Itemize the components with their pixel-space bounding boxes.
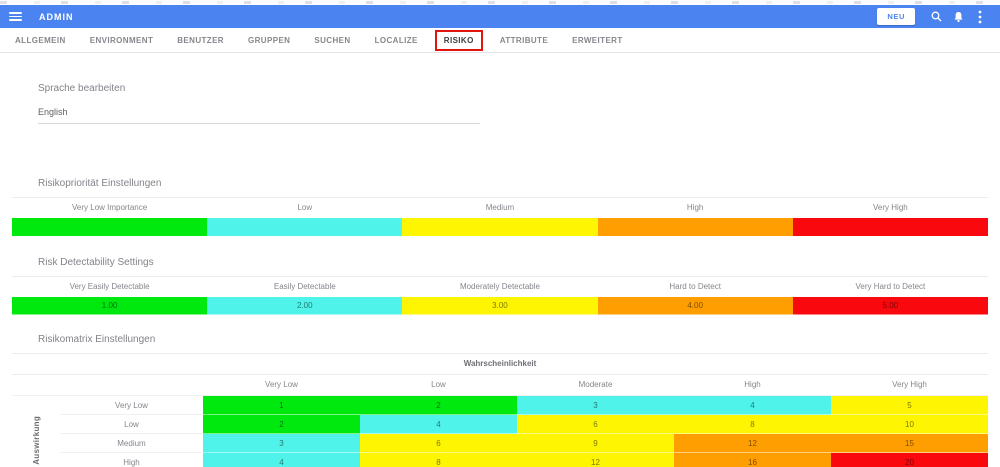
impact-axis-label: Auswirkung <box>31 416 41 466</box>
matrix-col-header: Low <box>360 374 517 396</box>
matrix-row-label: Medium <box>60 433 203 453</box>
matrix-cell[interactable]: 6 <box>360 433 517 453</box>
risk-priority-table: Very Low Importance Low Medium High Very… <box>12 197 988 237</box>
matrix-cell[interactable]: 8 <box>674 414 831 434</box>
priority-col-header: Very Low Importance <box>72 203 148 212</box>
neu-button[interactable]: NEU <box>877 8 915 25</box>
risk-detectability-heading: Risk Detectability Settings <box>38 256 154 268</box>
risk-detectability-table: Very Easily Detectable Easily Detectable… <box>12 275 988 315</box>
detectability-col-header: Easily Detectable <box>273 281 336 291</box>
search-icon[interactable] <box>925 6 947 28</box>
detectability-col-header: Moderately Detectable <box>459 281 540 291</box>
tab-gruppen[interactable]: GRUPPEN <box>248 35 291 45</box>
detectability-value-cell[interactable]: 2.00 <box>207 296 403 315</box>
priority-cell-low[interactable] <box>207 218 403 237</box>
risk-priority-heading: Risikopriorität Einstellungen <box>38 178 162 189</box>
kebab-menu-icon[interactable] <box>969 6 991 28</box>
language-section: Sprache bearbeiten English <box>0 83 1000 124</box>
tab-suchen[interactable]: SUCHEN <box>314 35 351 45</box>
priority-cell-very-high[interactable] <box>792 218 988 237</box>
risiko-settings-content: Sprache bearbeiten English Risikopriorit… <box>0 83 1000 467</box>
priority-col-header: Low <box>297 203 313 212</box>
tab-benutzer[interactable]: BENUTZER <box>177 35 224 45</box>
probability-axis-label: Wahrscheinlichkeit <box>12 353 988 375</box>
tab-erweitert[interactable]: ERWEITERT <box>572 35 623 45</box>
matrix-row-label: Very Low <box>60 395 203 415</box>
matrix-cell[interactable]: 15 <box>831 433 988 453</box>
matrix-cell[interactable]: 4 <box>674 395 831 415</box>
bell-icon[interactable] <box>947 6 969 28</box>
detectability-col-header: Very Hard to Detect <box>855 281 926 291</box>
matrix-col-header: Very Low <box>203 374 360 396</box>
risk-detectability-section: Risk Detectability Settings Very Easily … <box>0 256 1000 315</box>
matrix-cell[interactable]: 3 <box>517 395 674 415</box>
matrix-cell[interactable]: 2 <box>360 395 517 415</box>
browser-chrome-strip <box>0 0 1000 5</box>
priority-col-header: High <box>686 203 704 212</box>
risk-priority-header-row: Very Low Importance Low Medium High Very… <box>12 198 988 219</box>
matrix-cell[interactable]: 4 <box>360 414 517 434</box>
tab-environment[interactable]: ENVIRONMENT <box>89 35 154 45</box>
matrix-cell[interactable]: 4 <box>203 452 360 467</box>
matrix-cell[interactable]: 16 <box>674 452 831 467</box>
language-section-heading: Sprache bearbeiten <box>38 83 126 94</box>
matrix-row-medium: Medium 3 6 9 12 15 <box>12 433 988 453</box>
priority-cell-medium[interactable] <box>402 218 598 237</box>
matrix-col-header-row: Very Low Low Moderate High Very High <box>12 374 988 396</box>
page-title: ADMIN <box>39 11 74 22</box>
tab-attribute[interactable]: ATTRIBUTE <box>499 35 549 45</box>
matrix-corner-spacer <box>12 374 60 396</box>
matrix-row-low: Low 2 4 6 8 10 <box>12 414 988 434</box>
risk-priority-color-row <box>12 218 988 237</box>
matrix-row-very-low: Auswirkung Very Low 1 2 3 4 5 <box>12 395 988 465</box>
priority-cell-very-low[interactable] <box>12 218 208 237</box>
matrix-cell[interactable]: 8 <box>360 452 517 467</box>
matrix-cell[interactable]: 10 <box>831 414 988 434</box>
priority-cell-high[interactable] <box>597 218 793 237</box>
matrix-corner-spacer <box>60 374 203 396</box>
matrix-row-label: High <box>60 452 203 467</box>
risk-priority-section: Risikopriorität Einstellungen Very Low I… <box>0 178 1000 237</box>
tab-allgemein[interactable]: ALLGEMEIN <box>15 35 66 45</box>
matrix-col-header: High <box>674 374 831 396</box>
matrix-cell[interactable]: 2 <box>203 414 360 434</box>
matrix-cell[interactable]: 6 <box>517 414 674 434</box>
matrix-cell[interactable]: 1 <box>203 395 360 415</box>
impact-axis-label-cell: Auswirkung <box>12 396 60 467</box>
risk-matrix-table: Wahrscheinlichkeit Very Low Low Moderate… <box>12 353 988 467</box>
priority-col-header: Very High <box>873 203 908 212</box>
matrix-cell[interactable]: 12 <box>517 452 674 467</box>
admin-tab-bar: ALLGEMEIN ENVIRONMENT BENUTZER GRUPPEN S… <box>0 28 1000 53</box>
language-select[interactable]: English <box>38 107 480 124</box>
detectability-header-row: Very Easily Detectable Easily Detectable… <box>12 276 988 297</box>
tab-risiko[interactable]: RISIKO <box>434 29 483 51</box>
matrix-col-axis-row: Wahrscheinlichkeit <box>12 353 988 375</box>
priority-col-header: Medium <box>485 203 515 212</box>
risk-matrix-heading: Risikomatrix Einstellungen <box>38 334 156 345</box>
matrix-cell[interactable]: 12 <box>674 433 831 453</box>
matrix-col-header: Moderate <box>517 374 674 396</box>
matrix-cell[interactable]: 5 <box>831 395 988 415</box>
detectability-value-cell[interactable]: 3.00 <box>402 296 598 315</box>
matrix-cell[interactable]: 9 <box>517 433 674 453</box>
detectability-col-header: Very Easily Detectable <box>69 281 150 291</box>
detectability-value-cell[interactable]: 1.00 <box>12 296 208 315</box>
matrix-cell[interactable]: 3 <box>203 433 360 453</box>
matrix-cell[interactable]: 20 <box>831 452 988 467</box>
risk-matrix-section: Risikomatrix Einstellungen Wahrscheinlic… <box>0 334 1000 467</box>
matrix-col-header: Very High <box>831 374 988 396</box>
detectability-value-cell[interactable]: 4.00 <box>597 296 793 315</box>
matrix-row-high: High 4 8 12 16 20 <box>12 452 988 467</box>
matrix-row-label: Low <box>60 414 203 434</box>
detectability-col-header: Hard to Detect <box>669 281 721 291</box>
menu-icon[interactable] <box>9 12 22 21</box>
detectability-value-row: 1.00 2.00 3.00 4.00 5.00 <box>12 296 988 315</box>
tab-localize[interactable]: LOCALIZE <box>374 35 418 45</box>
app-bar: ADMIN NEU <box>0 5 1000 28</box>
detectability-value-cell[interactable]: 5.00 <box>792 296 988 315</box>
